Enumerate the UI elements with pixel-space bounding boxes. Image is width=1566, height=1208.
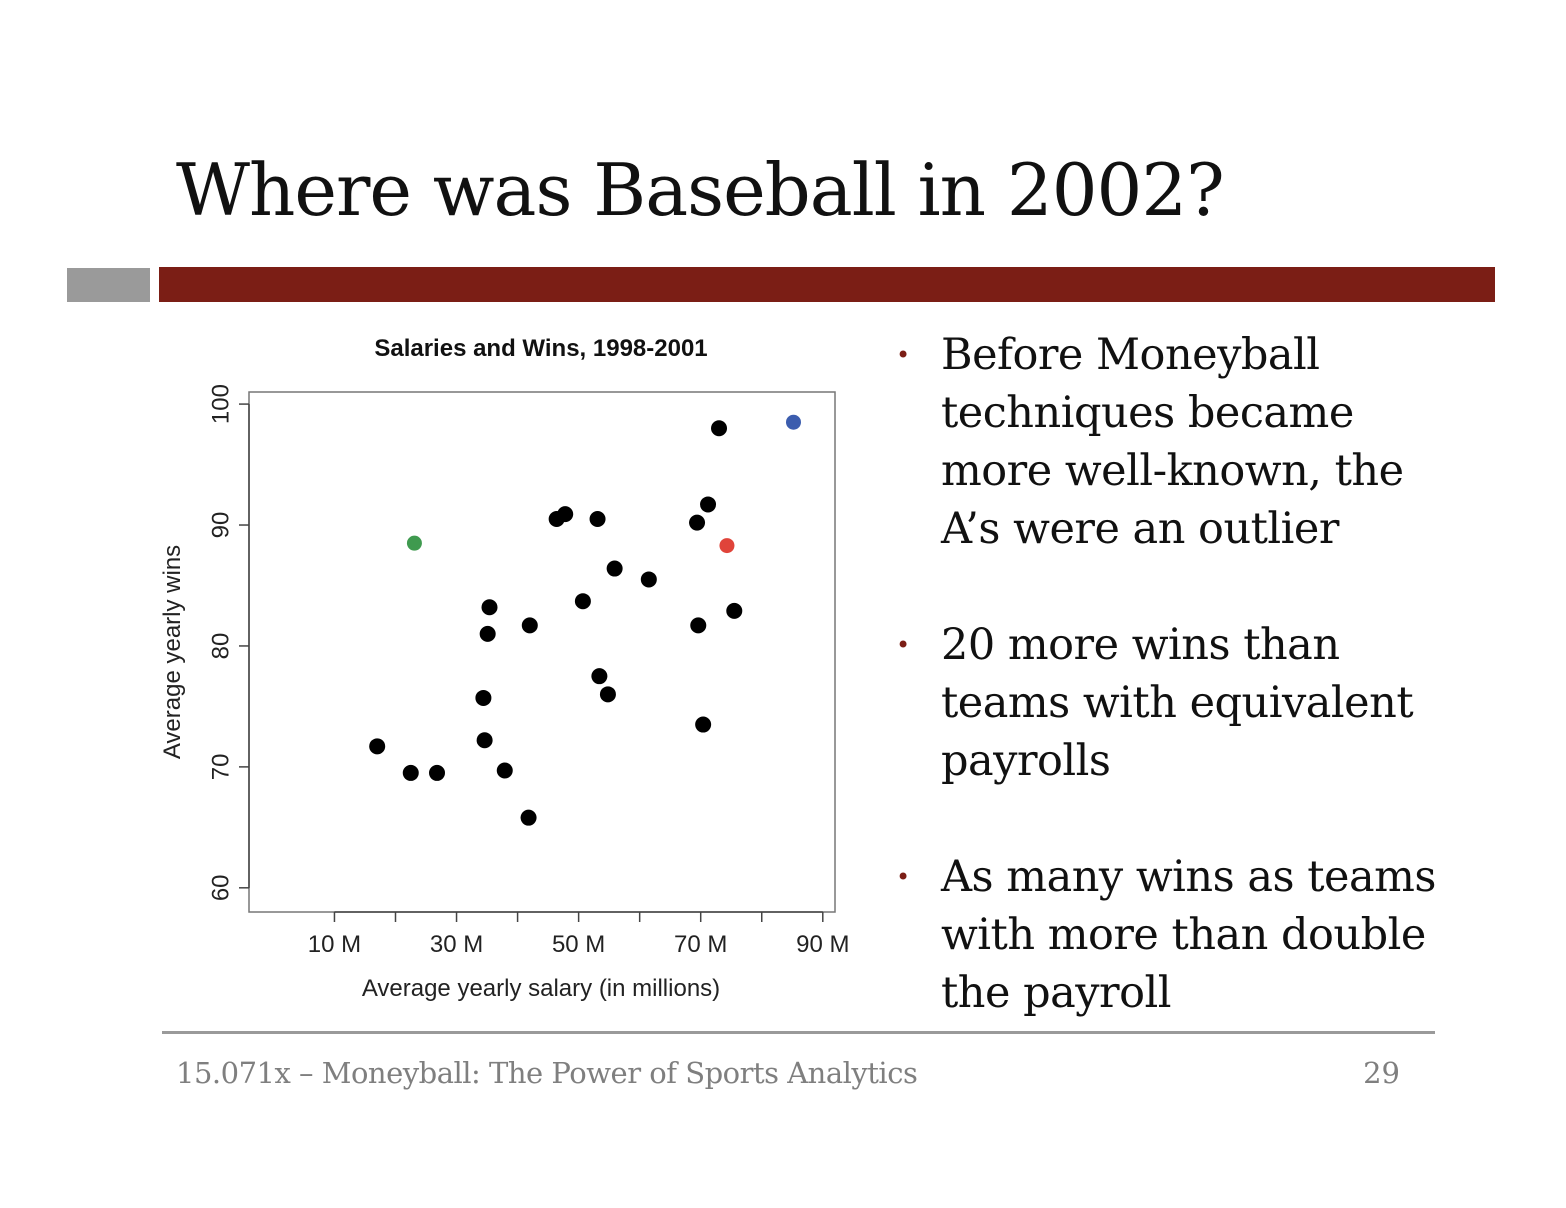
footer-divider: [162, 1031, 1435, 1034]
bullet-line: Before Moneyball: [941, 330, 1320, 380]
bullet-line: payrolls: [941, 736, 1111, 786]
y-axis: 60 70 80 90 100: [208, 384, 250, 901]
bullet-item: • 20 more wins than teams with equivalen…: [886, 616, 1446, 790]
data-point: [599, 686, 616, 703]
slide-title: Where was Baseball in 2002?: [176, 148, 1225, 232]
data-point: [589, 510, 606, 527]
bullet-line: more well-known, the: [941, 446, 1404, 496]
data-point: [574, 593, 591, 610]
bullet-item: • As many wins as teams with more than d…: [886, 848, 1446, 1022]
data-point: [369, 738, 386, 755]
y-tick-label: 60: [208, 874, 235, 901]
page-number: 29: [1363, 1056, 1400, 1090]
data-point: [640, 571, 657, 588]
x-tick-label: 30 M: [430, 931, 483, 958]
bullet-marker: •: [896, 863, 910, 891]
bullet-line: teams with equivalent: [941, 678, 1414, 728]
data-point: [711, 420, 728, 437]
x-tick-label: 10 M: [308, 931, 361, 958]
y-tick-label: 90: [208, 512, 235, 539]
data-point: [690, 617, 707, 634]
footer-course-title: 15.071x – Moneyball: The Power of Sports…: [176, 1056, 918, 1090]
bullet-line: with more than double: [941, 910, 1426, 960]
data-point: [481, 599, 498, 616]
data-point: [700, 496, 717, 513]
bullet-line: 20 more wins than: [941, 620, 1340, 670]
scatter-chart: Salaries and Wins, 1998-2001 10 M 30 M 50 …: [159, 335, 849, 1002]
x-axis: 10 M 30 M 50 M 70 M 90 M: [308, 911, 849, 958]
plot-frame: [248, 391, 836, 913]
bullet-item: • Before Moneyball techniques became mor…: [886, 326, 1446, 558]
x-tick-label: 70 M: [674, 931, 727, 958]
data-point: [520, 809, 537, 826]
data-point: [521, 617, 538, 634]
highlighted-data-point: [406, 535, 422, 551]
scatter-points: [369, 414, 801, 826]
y-axis-label: Average yearly wins: [159, 545, 186, 759]
data-point: [475, 689, 492, 706]
data-point: [402, 764, 419, 781]
bullet-line: techniques became: [941, 388, 1354, 438]
x-tick-label: 90 M: [796, 931, 849, 958]
data-point: [479, 625, 496, 642]
data-point: [429, 764, 446, 781]
data-point: [689, 514, 706, 531]
data-point: [557, 506, 574, 523]
title-divider-gray: [67, 268, 150, 302]
bullet-marker: •: [896, 341, 910, 369]
data-point: [726, 602, 743, 619]
y-tick-label: 70: [208, 754, 235, 781]
highlighted-data-point: [785, 414, 801, 430]
bullet-line: A’s were an outlier: [941, 504, 1339, 554]
x-tick-label: 50 M: [552, 931, 605, 958]
bullet-marker: •: [896, 631, 910, 659]
data-point: [476, 732, 493, 749]
x-axis-label: Average yearly salary (in millions): [362, 975, 720, 1002]
y-tick-label: 80: [208, 633, 235, 660]
data-point: [496, 762, 513, 779]
data-point: [606, 560, 623, 577]
title-divider-accent: [159, 267, 1495, 302]
bullet-line: the payroll: [941, 968, 1172, 1018]
bullet-line: As many wins as teams: [941, 852, 1436, 902]
highlighted-data-point: [719, 538, 735, 554]
y-tick-label: 100: [208, 384, 235, 424]
data-point: [591, 668, 608, 685]
data-point: [695, 716, 712, 733]
bullet-list: • Before Moneyball techniques became mor…: [886, 326, 1446, 1080]
chart-title: Salaries and Wins, 1998-2001: [374, 335, 707, 362]
